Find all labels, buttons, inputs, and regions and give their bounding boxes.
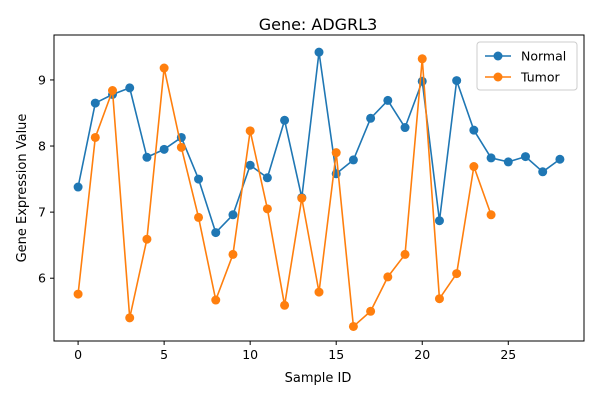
data-point-tumor xyxy=(383,272,393,282)
data-point-normal xyxy=(211,228,221,238)
data-point-normal xyxy=(280,115,290,125)
data-point-tumor xyxy=(211,295,221,305)
data-point-normal xyxy=(194,174,204,184)
data-point-tumor xyxy=(280,300,290,310)
data-point-normal xyxy=(503,157,513,167)
data-point-tumor xyxy=(125,313,135,323)
data-point-tumor xyxy=(73,289,83,299)
data-point-tumor xyxy=(348,321,358,331)
x-tick-label: 10 xyxy=(242,347,258,362)
data-point-tumor xyxy=(486,210,496,220)
data-point-normal xyxy=(555,154,565,164)
plot-frame xyxy=(53,34,585,342)
x-tick-label: 20 xyxy=(414,347,430,362)
data-point-tumor xyxy=(400,249,410,259)
data-point-tumor xyxy=(142,234,152,244)
legend-marker-tumor xyxy=(493,72,503,82)
y-tick-label: 8 xyxy=(38,139,46,154)
data-point-normal xyxy=(486,153,496,163)
data-point-tumor xyxy=(176,142,186,152)
legend-marker-normal xyxy=(493,51,503,61)
data-point-tumor xyxy=(90,132,100,142)
data-point-tumor xyxy=(194,212,204,222)
data-point-normal xyxy=(469,125,479,135)
data-point-tumor xyxy=(314,287,324,297)
data-point-normal xyxy=(366,113,376,123)
data-point-normal xyxy=(159,144,169,154)
data-point-normal xyxy=(400,123,410,133)
y-axis-label: Gene Expression Value xyxy=(15,114,30,263)
data-point-tumor xyxy=(417,54,427,64)
data-point-normal xyxy=(348,155,358,165)
data-point-normal xyxy=(520,152,530,162)
data-point-tumor xyxy=(245,126,255,136)
legend-label-tumor: Tumor xyxy=(520,70,560,85)
data-point-normal xyxy=(417,76,427,86)
data-point-tumor xyxy=(366,306,376,316)
data-point-normal xyxy=(538,167,548,177)
x-tick-label: 25 xyxy=(500,347,516,362)
data-point-normal xyxy=(228,210,238,220)
y-tick-label: 7 xyxy=(38,205,46,220)
chart-title: Gene: ADGRL3 xyxy=(259,15,378,34)
legend: Normal Tumor xyxy=(476,41,578,91)
data-point-normal xyxy=(262,173,272,183)
data-point-normal xyxy=(383,95,393,105)
x-tick-label: 15 xyxy=(328,347,344,362)
y-tick-label: 6 xyxy=(38,271,46,286)
data-point-normal xyxy=(434,216,444,226)
data-point-tumor xyxy=(331,148,341,158)
data-point-normal xyxy=(125,83,135,93)
series-layer xyxy=(73,47,565,331)
data-point-normal xyxy=(452,76,462,86)
data-point-tumor xyxy=(452,269,462,279)
x-tick-label: 0 xyxy=(74,347,82,362)
data-point-normal xyxy=(142,152,152,162)
y-axis: 6 7 8 9 xyxy=(38,72,54,286)
x-axis: 0 5 10 15 20 25 xyxy=(74,341,516,362)
x-tick-label: 5 xyxy=(160,347,168,362)
data-point-tumor xyxy=(159,63,169,73)
data-point-normal xyxy=(314,47,324,57)
data-point-tumor xyxy=(108,86,118,96)
data-point-tumor xyxy=(297,193,307,203)
data-point-tumor xyxy=(262,204,272,214)
data-point-normal xyxy=(73,182,83,192)
y-tick-label: 9 xyxy=(38,72,46,87)
series-line-tumor xyxy=(77,57,492,328)
data-point-tumor xyxy=(469,162,479,172)
data-point-normal xyxy=(90,98,100,108)
legend-label-normal: Normal xyxy=(521,49,566,64)
x-axis-label: Sample ID xyxy=(285,371,352,386)
data-point-normal xyxy=(245,160,255,170)
data-point-tumor xyxy=(228,249,238,259)
data-point-tumor xyxy=(434,294,444,304)
